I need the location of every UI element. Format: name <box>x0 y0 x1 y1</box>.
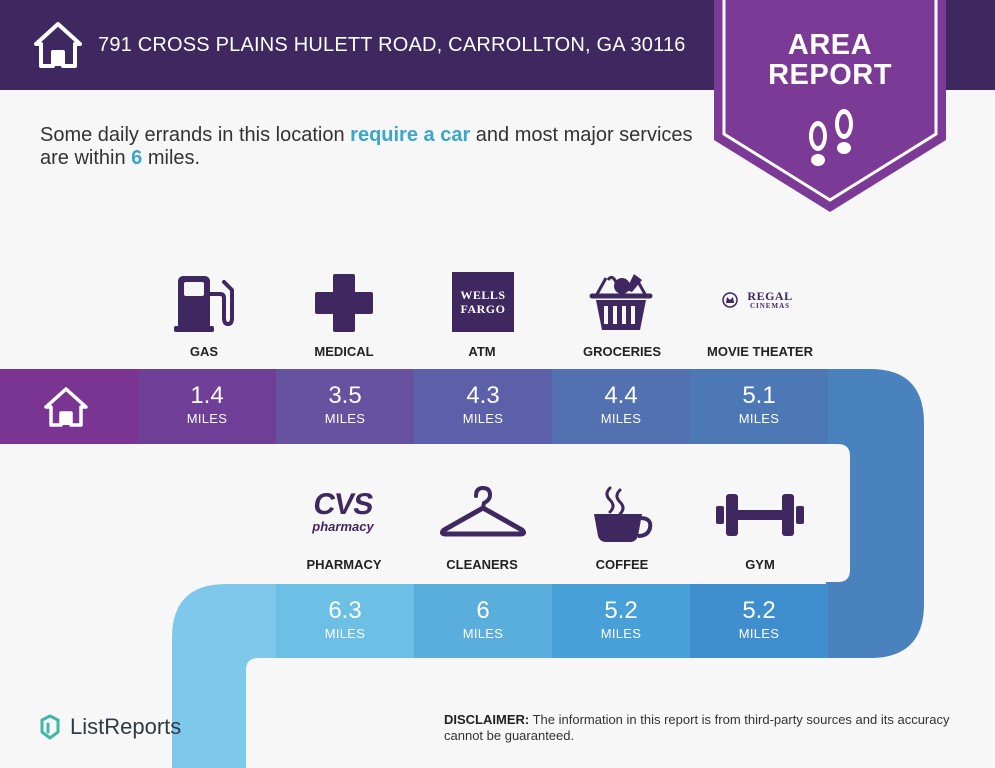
category-label-gym: GYM <box>745 557 775 572</box>
gas-pump-icon <box>174 276 234 332</box>
distance-unit: MILES <box>462 411 504 426</box>
distance-unit: MILES <box>738 411 780 426</box>
distance-gas: 1.4 MILES <box>138 369 276 443</box>
dumbbell-icon <box>716 494 804 536</box>
regal-line-2: CINEMAS <box>749 302 791 310</box>
distance-groceries: 4.4 MILES <box>552 369 690 443</box>
listreports-mark-icon <box>40 714 60 740</box>
category-label-pharmacy: PHARMACY <box>306 557 382 572</box>
summary-highlight-miles: 6 <box>131 147 143 169</box>
hanger-icon <box>440 486 526 537</box>
footprints-icon <box>809 109 853 166</box>
distance-value: 6.3 <box>328 597 362 624</box>
distance-value: 5.2 <box>604 597 638 624</box>
summary-part-3: miles. <box>142 147 201 169</box>
wells-fargo-line-1: WELLS <box>460 288 506 302</box>
distance-unit: MILES <box>600 411 642 426</box>
category-label-medical: MEDICAL <box>314 344 374 359</box>
cvs-line-1: CVS <box>311 488 375 521</box>
grocery-basket-icon <box>589 274 653 330</box>
distance-unit: MILES <box>600 626 642 641</box>
wells-fargo-line-2: FARGO <box>460 302 506 316</box>
category-label-gas: GAS <box>189 344 219 359</box>
cvs-line-2: pharmacy <box>312 519 374 534</box>
start-home-icon <box>44 387 88 427</box>
badge-title: AREA REPORT <box>714 30 946 90</box>
distance-unit: MILES <box>738 626 780 641</box>
distance-unit: MILES <box>324 411 366 426</box>
distance-coffee: 5.2 MILES <box>552 584 690 658</box>
distance-unit: MILES <box>324 626 366 641</box>
coffee-cup-icon <box>594 486 653 542</box>
summary-text: Some daily errands in this location requ… <box>40 124 700 170</box>
regal-crown-icon <box>722 292 738 308</box>
badge-line-1: AREA <box>787 29 873 61</box>
home-icon <box>34 22 82 68</box>
distance-value: 1.4 <box>190 382 224 409</box>
distance-atm: 4.3 MILES <box>414 369 552 443</box>
wells-fargo-logo: WELLS FARGO <box>452 272 514 332</box>
distance-value: 3.5 <box>328 382 362 409</box>
regal-cinemas-logo: REGAL CINEMAS <box>722 290 802 312</box>
distance-value: 6 <box>476 597 490 624</box>
badge-line-2: REPORT <box>768 59 892 91</box>
distance-pharmacy: 6.3 MILES <box>276 584 414 658</box>
brand-name: ListReports <box>70 714 182 739</box>
category-label-cleaners: CLEANERS <box>446 557 518 572</box>
distance-value: 5.2 <box>742 597 776 624</box>
summary-part-1: Some daily errands in this location <box>40 124 351 146</box>
distance-cleaners: 6 MILES <box>414 584 552 658</box>
disclaimer-label: DISCLAIMER: <box>444 712 530 727</box>
property-address: 791 CROSS PLAINS HULETT ROAD, CARROLLTON… <box>98 34 686 56</box>
distance-unit: MILES <box>462 626 504 641</box>
summary-part-2: and most major services are within <box>40 124 693 169</box>
category-label-atm: ATM <box>468 344 496 359</box>
disclaimer-text: The information in this report is from t… <box>444 712 950 743</box>
distance-gym: 5.2 MILES <box>690 584 828 658</box>
regal-line-1: REGAL <box>747 289 793 303</box>
distance-movie-theater: 5.1 MILES <box>690 369 828 443</box>
distance-value: 4.4 <box>604 382 638 409</box>
cvs-pharmacy-logo: CVS pharmacy <box>300 488 386 536</box>
distance-medical: 3.5 MILES <box>276 369 414 443</box>
category-label-groceries: GROCERIES <box>582 344 661 359</box>
category-label-coffee: COFFEE <box>595 557 649 572</box>
medical-cross-icon <box>315 274 373 332</box>
distance-value: 4.3 <box>466 382 500 409</box>
distance-value: 5.1 <box>742 382 776 409</box>
category-label-movie-theater: MOVIE THEATER <box>707 344 813 359</box>
summary-highlight-car: require a car <box>350 124 471 146</box>
disclaimer: DISCLAIMER: The information in this repo… <box>444 712 964 744</box>
distance-unit: MILES <box>186 411 228 426</box>
area-report-badge: AREA REPORT <box>714 0 946 212</box>
